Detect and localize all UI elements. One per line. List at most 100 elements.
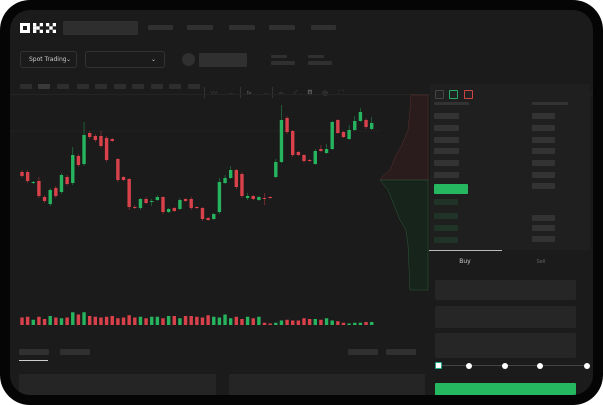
- chevron-down-icon[interactable]: ⌄: [228, 89, 234, 97]
- okx-logo[interactable]: [20, 23, 58, 33]
- volume-bar: [319, 319, 323, 325]
- ruler-icon[interactable]: ⟋: [292, 89, 298, 97]
- slider-step[interactable]: [502, 363, 508, 369]
- candle-body: [274, 162, 278, 177]
- timeframe-button[interactable]: [151, 84, 163, 89]
- volume-bar: [20, 317, 24, 325]
- divider: [10, 94, 593, 95]
- slider-step[interactable]: [466, 363, 472, 369]
- chevron-down-icon: ⌄: [65, 56, 71, 63]
- ask-price: [434, 148, 459, 154]
- tab-sell[interactable]: Sell: [536, 259, 546, 265]
- search-box[interactable]: [63, 21, 138, 35]
- orders-panel: [19, 374, 216, 395]
- app-screen: Spot Trading ⌄ ⌄ 〰 ⌄ ⊳ ⌄ ∼ ⟋ ◘ ◎ ⛶ Buy Se…: [10, 10, 593, 395]
- book-asks-icon[interactable]: [464, 90, 473, 99]
- volume-bar: [274, 322, 278, 325]
- candle-body: [31, 182, 35, 183]
- timeframe-button[interactable]: [114, 84, 126, 89]
- amount-input[interactable]: [435, 306, 576, 328]
- filter-button[interactable]: [348, 349, 378, 355]
- nav-item[interactable]: [229, 25, 255, 30]
- tab-open-orders[interactable]: [19, 349, 49, 355]
- nav-item[interactable]: [269, 25, 295, 30]
- timeframe-button[interactable]: [132, 84, 144, 89]
- nav-item[interactable]: [311, 25, 336, 30]
- candle-body: [82, 135, 86, 164]
- depth-chart: [379, 94, 429, 291]
- candle-body: [71, 155, 75, 183]
- candlestick-chart[interactable]: [10, 10, 593, 350]
- line-icon[interactable]: ∼: [278, 89, 284, 97]
- market-dropdown[interactable]: Spot Trading ⌄: [20, 51, 77, 68]
- candle-body: [336, 120, 340, 133]
- indicator-icon[interactable]: 〰: [210, 89, 218, 97]
- volume-bar: [195, 316, 199, 325]
- buy-button[interactable]: [435, 383, 576, 395]
- slider-step[interactable]: [537, 363, 543, 369]
- slider-handle[interactable]: [435, 362, 442, 369]
- amount-slider-track[interactable]: [440, 365, 588, 366]
- price-input[interactable]: [435, 280, 576, 300]
- ask-size: [532, 172, 555, 178]
- candle-body: [99, 136, 103, 146]
- ask-size: [532, 160, 555, 166]
- chevron-down-icon[interactable]: ⌄: [263, 89, 269, 97]
- stat-label: [271, 55, 287, 58]
- volume-bar: [183, 316, 188, 325]
- book-both-icon[interactable]: [435, 90, 444, 99]
- volume-bar: [127, 315, 131, 325]
- timeframe-button[interactable]: [188, 84, 200, 89]
- filter-button[interactable]: [386, 349, 416, 355]
- bid-price: [434, 213, 458, 219]
- pair-dropdown[interactable]: ⌄: [85, 51, 165, 68]
- settings-icon[interactable]: ◎: [321, 89, 329, 97]
- ask-size: [532, 148, 555, 154]
- timeframe-button[interactable]: [77, 84, 89, 89]
- fullscreen-icon[interactable]: ⛶: [338, 89, 344, 97]
- candle-body: [178, 200, 182, 209]
- candle-body: [54, 188, 58, 196]
- volume-bar: [307, 319, 312, 325]
- timeframe-button[interactable]: [95, 84, 107, 89]
- volume-bar: [251, 318, 255, 325]
- timeframe-button[interactable]: [38, 84, 50, 89]
- candle-body: [353, 121, 357, 130]
- toolbar-divider: [204, 87, 205, 98]
- volume-bar: [302, 318, 306, 325]
- mid-size: [532, 183, 555, 189]
- volume-bar: [358, 322, 363, 325]
- ask-price: [434, 172, 459, 178]
- volume-bar: [330, 320, 334, 325]
- timeframe-button[interactable]: [57, 84, 69, 89]
- candle-body: [257, 197, 261, 200]
- timeframe-button[interactable]: [169, 84, 181, 89]
- volume-bar: [37, 316, 41, 325]
- nav-item[interactable]: [148, 25, 173, 30]
- timeframe-button[interactable]: [20, 84, 32, 89]
- volume-bar: [364, 322, 368, 325]
- candle-body: [25, 172, 30, 181]
- candle-body: [307, 160, 312, 161]
- volume-bar: [341, 322, 346, 325]
- volume-bar: [324, 318, 329, 325]
- assets-panel: [229, 374, 425, 395]
- candle-body: [161, 197, 165, 212]
- volume-bar: [279, 320, 284, 325]
- volume-bar: [104, 316, 109, 325]
- candle-body: [228, 170, 233, 178]
- candle-body: [87, 133, 92, 137]
- nav-item[interactable]: [187, 25, 213, 30]
- slider-step[interactable]: [584, 363, 590, 369]
- book-bids-icon[interactable]: [449, 90, 458, 99]
- draw-icon[interactable]: ⊳: [246, 89, 252, 97]
- camera-icon[interactable]: ◘: [307, 89, 313, 97]
- total-input[interactable]: [435, 333, 576, 358]
- tab-history[interactable]: [60, 349, 90, 355]
- tab-buy[interactable]: Buy: [459, 258, 471, 265]
- depth-bids-area: [379, 179, 429, 291]
- volume-bar: [82, 312, 86, 325]
- candle-body: [200, 208, 205, 219]
- candle-body: [330, 122, 334, 149]
